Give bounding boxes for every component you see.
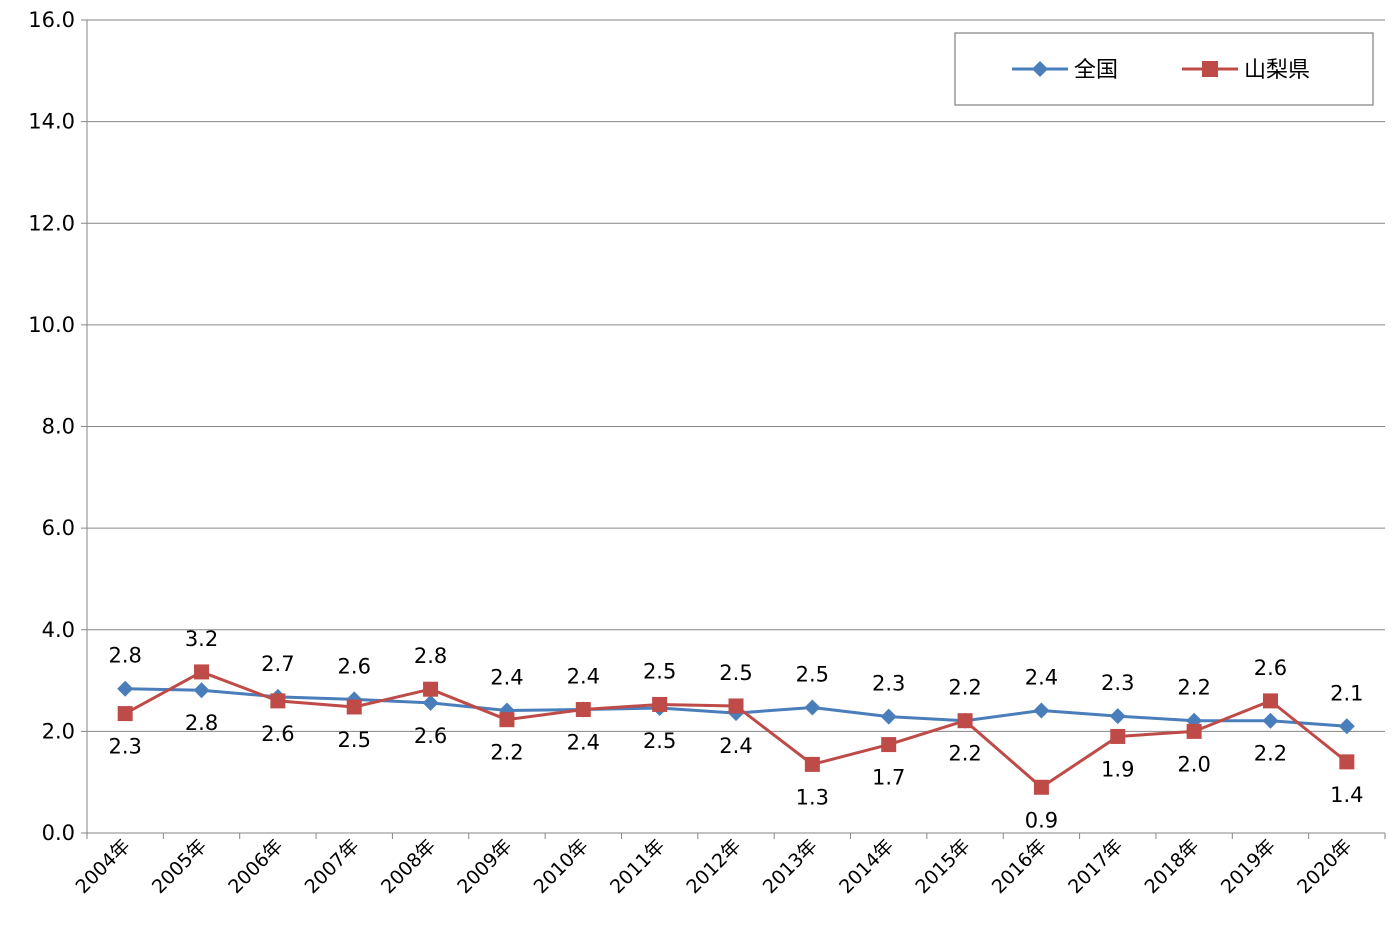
x-tick-label: 2011年 xyxy=(606,835,669,898)
x-tick-label: 2014年 xyxy=(835,835,898,898)
x-tick-label: 2018年 xyxy=(1140,835,1203,898)
y-tick-label: 12.0 xyxy=(28,211,75,235)
data-point-square xyxy=(423,681,439,697)
data-point-square xyxy=(117,706,133,722)
axes xyxy=(81,19,1386,839)
data-label-yamanashi: 1.3 xyxy=(796,785,829,809)
x-tick-label: 2009年 xyxy=(453,835,516,898)
data-label-yamanashi: 2.5 xyxy=(643,659,676,683)
data-label-yamanashi: 2.2 xyxy=(948,742,981,766)
y-tick-label: 16.0 xyxy=(28,8,75,32)
data-label-national: 2.2 xyxy=(1177,676,1210,700)
data-point-square xyxy=(1033,779,1049,795)
data-point-square xyxy=(575,702,591,718)
series-line-yamanashi xyxy=(124,670,1348,789)
data-point-square xyxy=(1186,723,1202,739)
data-label-national: 2.6 xyxy=(338,654,371,678)
y-tick-label: 10.0 xyxy=(28,313,75,337)
data-label-national: 2.3 xyxy=(872,672,905,696)
x-tick-label: 2017年 xyxy=(1064,835,1127,898)
x-tick-label: 2016年 xyxy=(988,835,1051,898)
x-axis-tick-labels: 2004年 2005年 2006年 2007年 2008年 2009年 2010年 2011年… xyxy=(72,835,1357,898)
data-point-square xyxy=(1262,693,1278,709)
x-tick-label: 2010年 xyxy=(530,835,593,898)
legend-marker-national-diamond-icon xyxy=(1032,61,1048,77)
data-label-yamanashi: 1.7 xyxy=(872,766,905,790)
legend: 全国 山梨県 xyxy=(954,32,1374,106)
data-point-square xyxy=(1339,754,1355,770)
data-label-national: 2.5 xyxy=(643,729,676,753)
data-point-square xyxy=(804,756,820,772)
data-label-yamanashi: 2.2 xyxy=(490,741,523,765)
data-point-square xyxy=(881,737,897,753)
data-label-national: 2.4 xyxy=(567,665,600,689)
data-label-national: 2.4 xyxy=(719,734,752,758)
x-tick-label: 2006年 xyxy=(224,835,287,898)
data-label-national: 2.4 xyxy=(1025,666,1058,690)
data-point-diamond xyxy=(880,708,897,725)
data-label-yamanashi: 2.8 xyxy=(414,644,447,668)
data-point-diamond xyxy=(1033,702,1050,719)
data-label-yamanashi: 2.4 xyxy=(567,731,600,755)
x-tick-label: 2012年 xyxy=(682,835,745,898)
y-tick-label: 2.0 xyxy=(42,719,75,743)
data-label-yamanashi: 2.0 xyxy=(1177,752,1210,776)
y-tick-label: 4.0 xyxy=(42,618,75,642)
data-label-national: 2.4 xyxy=(490,666,523,690)
data-point-square xyxy=(194,664,210,680)
data-label-national: 2.5 xyxy=(796,662,829,686)
data-point-square xyxy=(346,699,362,715)
data-point-diamond xyxy=(117,680,134,697)
legend-label-yamanashi: 山梨県 xyxy=(1244,58,1310,83)
data-label-national: 2.8 xyxy=(185,711,218,735)
x-tick-label: 2007年 xyxy=(301,835,364,898)
y-tick-label: 6.0 xyxy=(42,516,75,540)
data-point-diamond xyxy=(193,682,210,699)
x-tick-label: 2013年 xyxy=(759,835,822,898)
data-label-yamanashi: 3.2 xyxy=(185,627,218,651)
data-labels: 2.8 2.3 2.8 3.2 2.7 2.6 2.6 2.5 2.6 2.8 2.4 2.2 2.4 2… xyxy=(108,627,1363,832)
data-label-yamanashi: 2.6 xyxy=(261,722,294,746)
data-label-national: 2.2 xyxy=(948,676,981,700)
data-point-square xyxy=(499,712,515,728)
data-label-national: 2.1 xyxy=(1330,681,1363,705)
data-label-yamanashi: 1.9 xyxy=(1101,757,1134,781)
y-tick-label: 14.0 xyxy=(28,110,75,134)
x-tick-label: 2005年 xyxy=(148,835,211,898)
legend-label-national: 全国 xyxy=(1074,58,1118,83)
data-label-yamanashi: 2.5 xyxy=(719,661,752,685)
data-point-square xyxy=(270,693,286,709)
data-label-national: 2.6 xyxy=(414,724,447,748)
data-point-square xyxy=(957,713,973,729)
legend-marker-yamanashi-square-icon xyxy=(1202,61,1218,77)
data-point-diamond xyxy=(422,694,439,711)
y-axis-tick-labels: 0.0 2.0 4.0 6.0 8.0 10.0 12.0 14.0 16.0 xyxy=(28,8,75,845)
x-tick-label: 2019年 xyxy=(1217,835,1280,898)
data-point-diamond xyxy=(1262,712,1279,729)
x-tick-label: 2020年 xyxy=(1293,835,1356,898)
data-point-diamond xyxy=(1338,718,1355,735)
data-label-yamanashi: 2.3 xyxy=(108,735,141,759)
data-label-national: 2.3 xyxy=(1101,671,1134,695)
gridlines xyxy=(87,19,1385,732)
data-point-square xyxy=(1110,728,1126,744)
data-label-national: 2.2 xyxy=(1254,742,1287,766)
data-point-diamond xyxy=(1109,708,1126,725)
data-point-square xyxy=(728,698,744,714)
data-label-yamanashi: 1.4 xyxy=(1330,783,1363,807)
data-label-national: 2.8 xyxy=(108,644,141,668)
data-point-diamond xyxy=(804,699,821,716)
series-group xyxy=(117,664,1355,795)
x-tick-label: 2015年 xyxy=(911,835,974,898)
data-label-yamanashi: 2.6 xyxy=(1254,656,1287,680)
data-label-national: 2.7 xyxy=(261,652,294,676)
data-point-square xyxy=(652,696,668,712)
y-tick-label: 8.0 xyxy=(42,415,75,439)
data-label-yamanashi: 2.5 xyxy=(338,728,371,752)
y-tick-label: 0.0 xyxy=(42,821,75,845)
data-label-yamanashi: 0.9 xyxy=(1025,808,1058,832)
x-tick-label: 2004年 xyxy=(72,835,135,898)
x-tick-label: 2008年 xyxy=(377,835,440,898)
